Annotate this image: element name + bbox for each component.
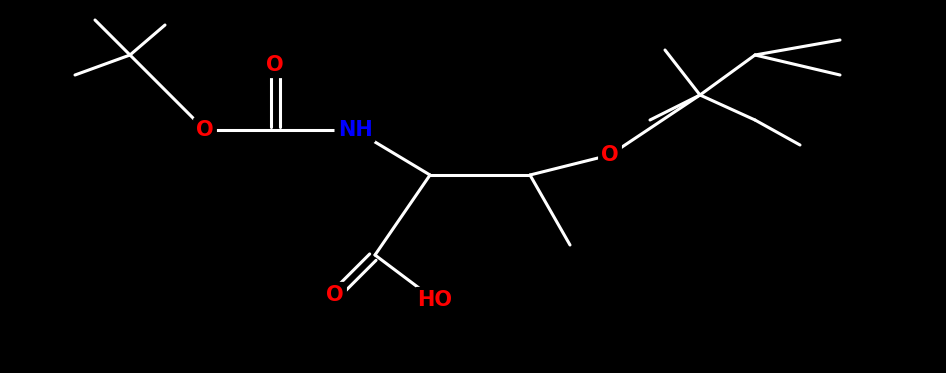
Text: NH: NH xyxy=(338,120,373,140)
Text: O: O xyxy=(266,55,284,75)
Text: HO: HO xyxy=(417,290,452,310)
Text: O: O xyxy=(196,120,214,140)
Text: O: O xyxy=(602,145,619,165)
Text: O: O xyxy=(326,285,343,305)
